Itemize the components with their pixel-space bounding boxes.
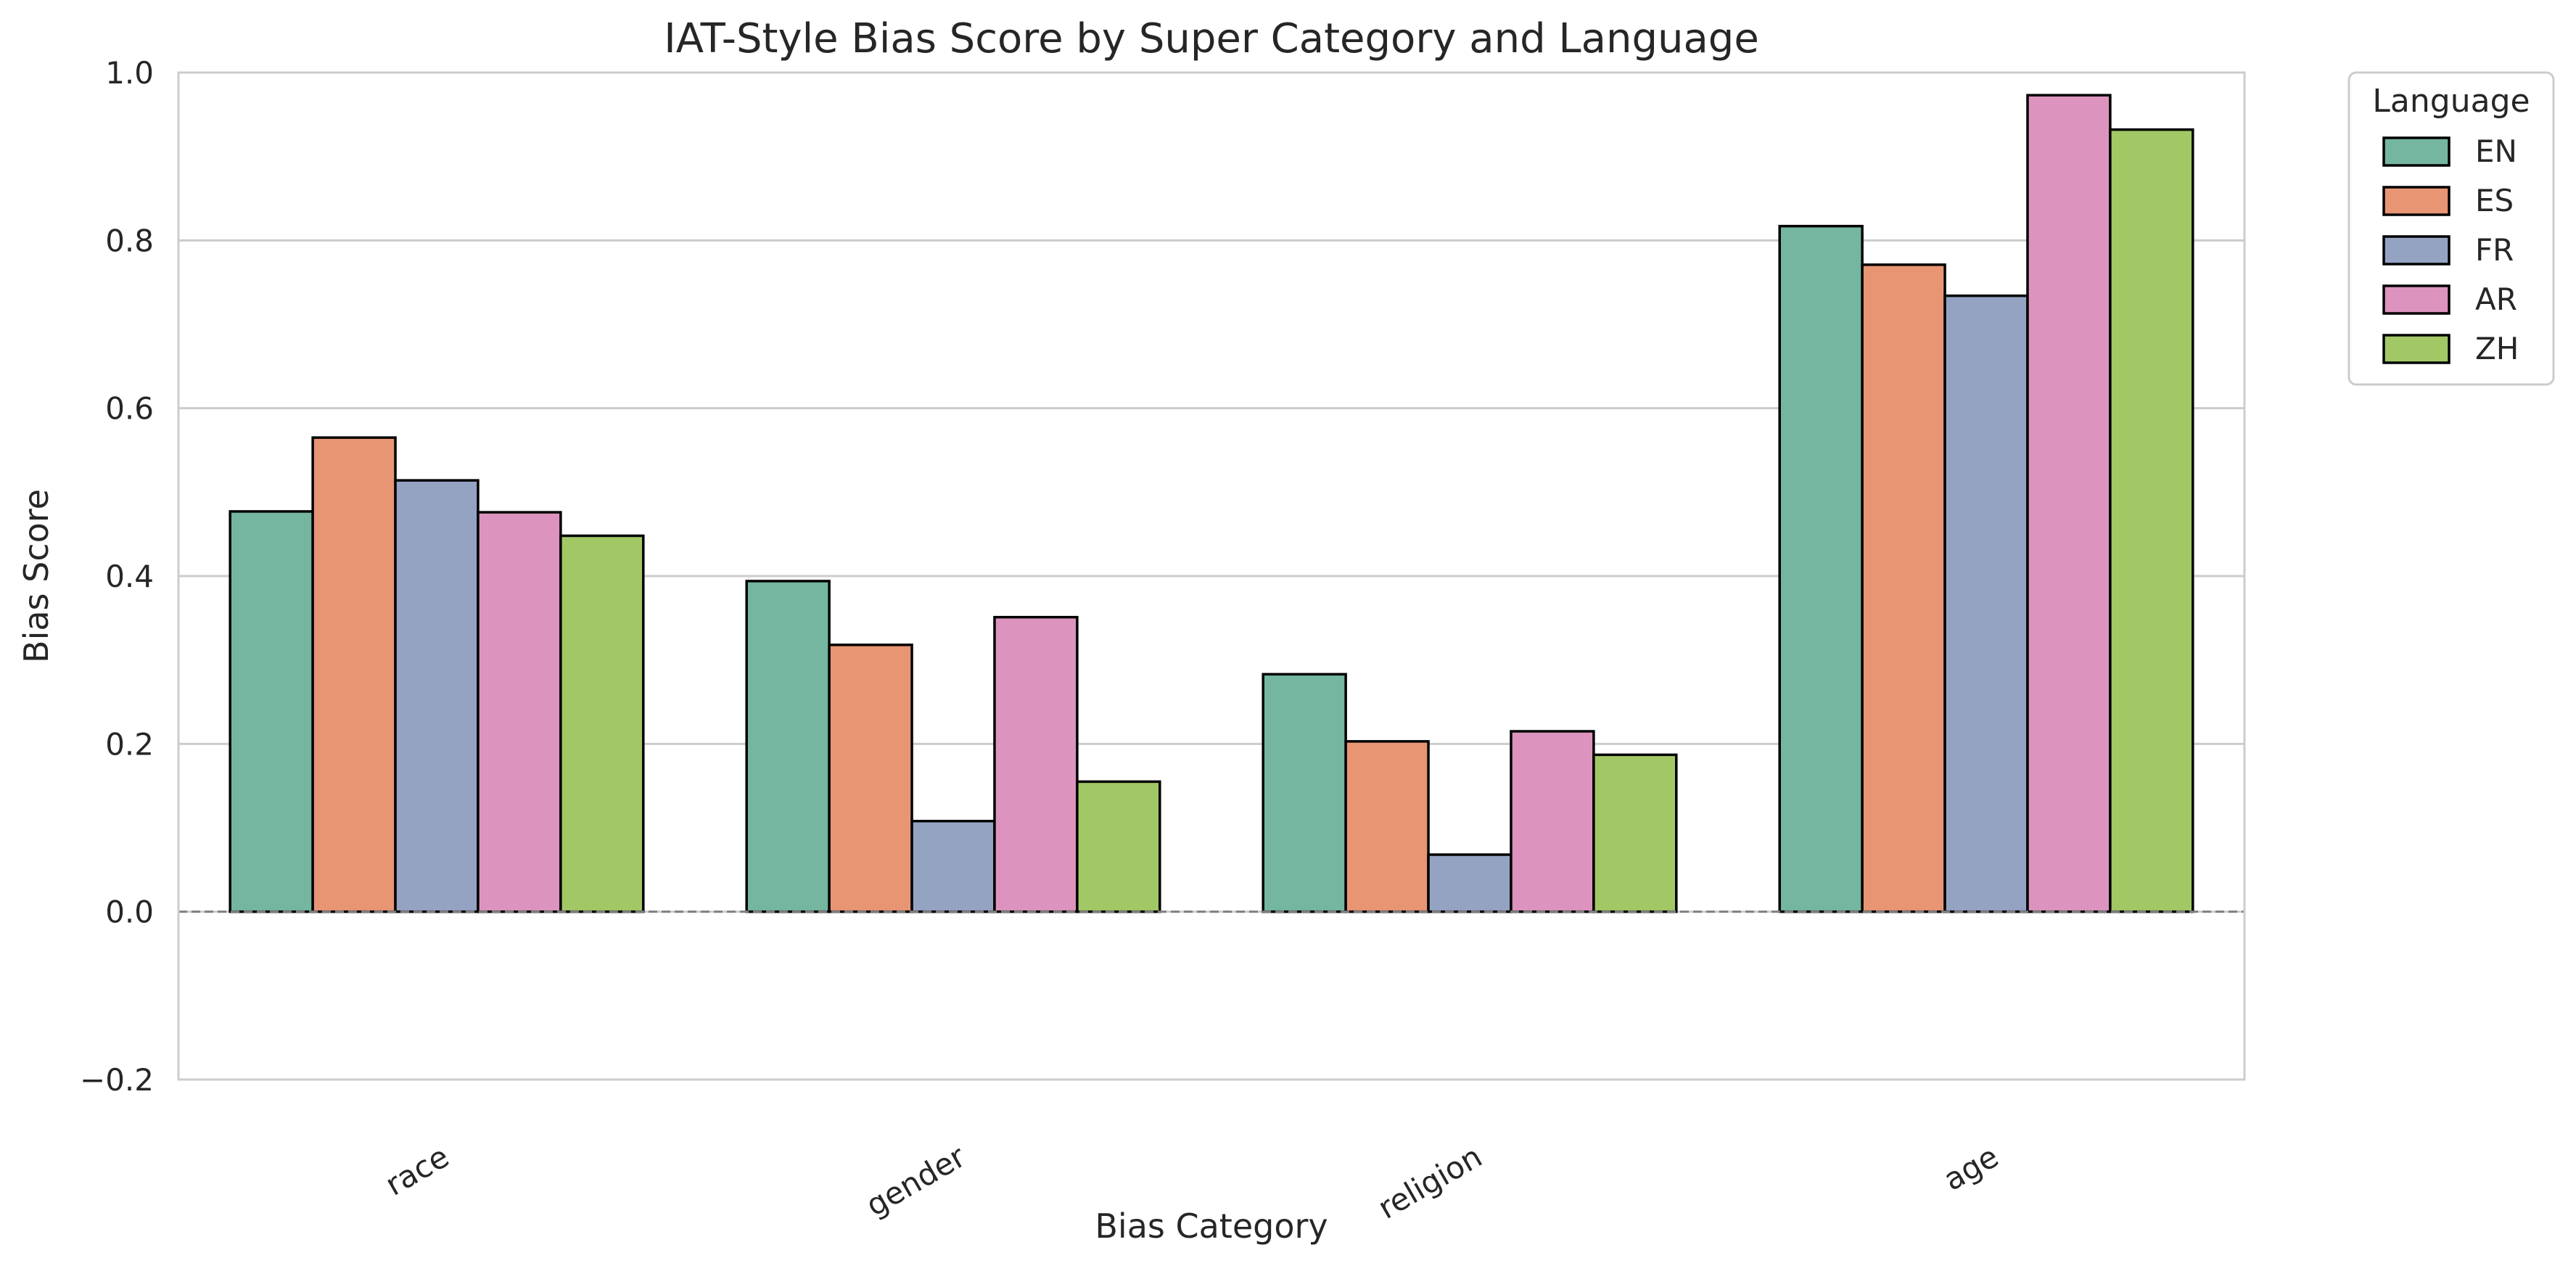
bar-zh-age: [2109, 128, 2194, 913]
bar-en-race: [229, 510, 314, 913]
bar-fr-race: [394, 479, 480, 913]
bar-ar-religion: [1510, 730, 1595, 913]
bar-es-race: [311, 436, 397, 913]
y-axis-label: Bias Score: [17, 489, 56, 663]
legend-label-es: ES: [2475, 183, 2514, 218]
legend-swatch-zh: [2382, 334, 2451, 364]
bar-en-gender: [745, 580, 831, 913]
legend-label-fr: FR: [2475, 232, 2514, 268]
y-axis-ticks: −0.2 0.0 0.2 0.4 0.6 0.8 1.0: [80, 55, 154, 1098]
bar-es-religion: [1344, 740, 1430, 913]
legend-title: Language: [2372, 83, 2530, 120]
legend-swatch-es: [2382, 186, 2451, 216]
legend-swatch-en: [2382, 136, 2451, 167]
y-tick-label: −0.2: [80, 1062, 154, 1098]
y-tick-label: 0.0: [105, 895, 154, 930]
y-tick-label: 0.2: [105, 726, 154, 762]
legend-swatch-fr: [2382, 235, 2451, 266]
bar-zh-gender: [1076, 780, 1161, 913]
legend-items: EN ES FR AR ZH: [2382, 133, 2519, 366]
bar-fr-gender: [910, 819, 996, 913]
bar-es-age: [1861, 263, 1946, 913]
bar-zh-race: [559, 534, 645, 913]
bar-ar-gender: [993, 615, 1079, 913]
y-tick-label: 1.0: [105, 55, 154, 91]
legend-label-zh: ZH: [2475, 331, 2519, 366]
bars: [229, 94, 2194, 913]
legend: Language EN ES FR AR ZH: [2347, 71, 2555, 386]
bar-ar-race: [477, 511, 562, 913]
chart-title: IAT-Style Bias Score by Super Category a…: [664, 15, 1759, 62]
bar-en-religion: [1262, 673, 1347, 913]
bar-fr-age: [1943, 294, 2029, 913]
bar-es-gender: [828, 644, 913, 913]
legend-label-en: EN: [2475, 133, 2517, 169]
y-tick-label: 0.6: [105, 391, 154, 427]
bar-fr-religion: [1427, 853, 1513, 913]
plot-frame: [177, 71, 2246, 1081]
bar-en-age: [1778, 224, 1864, 913]
legend-swatch-ar: [2382, 284, 2451, 315]
y-tick-label: 0.8: [105, 223, 154, 258]
x-axis-label: Bias Category: [1095, 1207, 1328, 1246]
bar-zh-religion: [1592, 753, 1678, 913]
legend-label-ar: AR: [2475, 281, 2517, 317]
y-tick-label: 0.4: [105, 559, 154, 594]
bar-ar-age: [2026, 94, 2112, 913]
